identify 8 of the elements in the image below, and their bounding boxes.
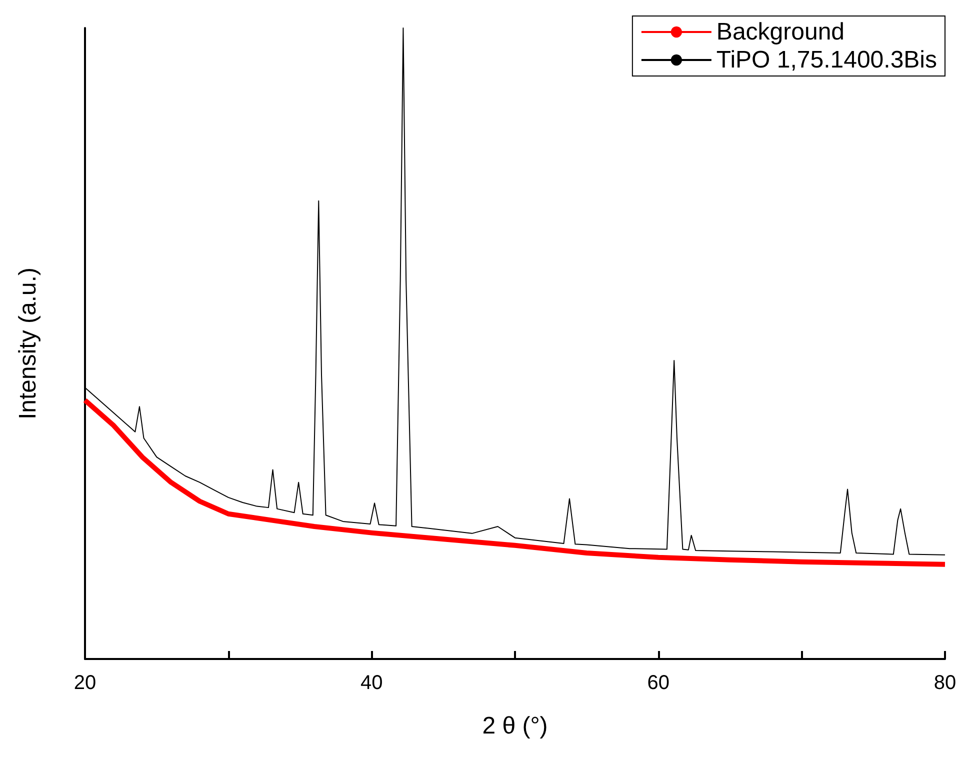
- x-tick-label: 80: [934, 672, 956, 694]
- x-tick-label: 20: [74, 672, 96, 694]
- y-axis-title: Intensity (a.u.): [14, 267, 42, 420]
- x-tick-label: 40: [360, 672, 383, 694]
- x-tick-label: 60: [647, 672, 670, 694]
- legend-label: TiPO 1,75.1400.3Bis: [716, 46, 938, 74]
- x-axis-title: 2 θ (°): [482, 712, 548, 740]
- legend-label: Background: [716, 18, 845, 46]
